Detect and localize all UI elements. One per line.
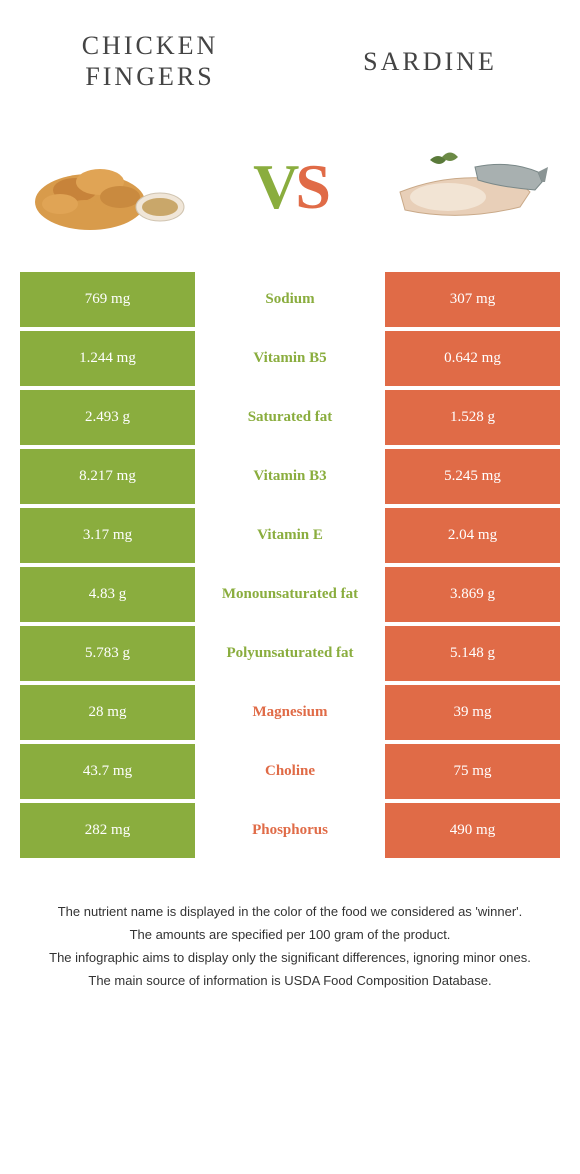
images-row: VS [0, 112, 580, 272]
nutrient-row: 769 mgSodium307 mg [20, 272, 560, 327]
left-value: 3.17 mg [20, 508, 195, 563]
right-food-image [380, 132, 550, 242]
nutrient-row: 4.83 gMonounsaturated fat3.869 g [20, 567, 560, 622]
footer-line-1: The nutrient name is displayed in the co… [30, 902, 550, 923]
nutrient-row: 5.783 gPolyunsaturated fat5.148 g [20, 626, 560, 681]
nutrient-row: 1.244 mgVitamin B50.642 mg [20, 331, 560, 386]
right-value: 490 mg [385, 803, 560, 858]
right-value: 307 mg [385, 272, 560, 327]
right-value: 39 mg [385, 685, 560, 740]
nutrient-row: 282 mgPhosphorus490 mg [20, 803, 560, 858]
header: CHICKEN FINGERS SARDINE [0, 0, 580, 112]
left-value: 28 mg [20, 685, 195, 740]
footer: The nutrient name is displayed in the co… [0, 862, 580, 991]
nutrient-table: 769 mgSodium307 mg1.244 mgVitamin B50.64… [20, 272, 560, 858]
right-value: 2.04 mg [385, 508, 560, 563]
nutrient-name: Monounsaturated fat [195, 567, 385, 622]
nutrient-name: Choline [195, 744, 385, 799]
left-value: 769 mg [20, 272, 195, 327]
nutrient-row: 43.7 mgCholine75 mg [20, 744, 560, 799]
nutrient-name: Vitamin B3 [195, 449, 385, 504]
right-value: 5.148 g [385, 626, 560, 681]
nutrient-row: 2.493 gSaturated fat1.528 g [20, 390, 560, 445]
vs-v: V [253, 151, 295, 222]
left-food-image [30, 132, 200, 242]
nutrient-name: Magnesium [195, 685, 385, 740]
right-food-title: SARDINE [330, 46, 530, 77]
right-value: 5.245 mg [385, 449, 560, 504]
left-value: 5.783 g [20, 626, 195, 681]
left-value: 4.83 g [20, 567, 195, 622]
left-value: 43.7 mg [20, 744, 195, 799]
left-value: 282 mg [20, 803, 195, 858]
nutrient-row: 28 mgMagnesium39 mg [20, 685, 560, 740]
nutrient-row: 3.17 mgVitamin E2.04 mg [20, 508, 560, 563]
left-value: 8.217 mg [20, 449, 195, 504]
nutrient-name: Polyunsaturated fat [195, 626, 385, 681]
nutrient-name: Vitamin B5 [195, 331, 385, 386]
vs-s: S [295, 151, 327, 222]
right-value: 1.528 g [385, 390, 560, 445]
nutrient-row: 8.217 mgVitamin B35.245 mg [20, 449, 560, 504]
left-food-title: CHICKEN FINGERS [50, 30, 250, 92]
right-value: 3.869 g [385, 567, 560, 622]
nutrient-name: Saturated fat [195, 390, 385, 445]
nutrient-name: Vitamin E [195, 508, 385, 563]
footer-line-3: The infographic aims to display only the… [30, 948, 550, 969]
left-value: 2.493 g [20, 390, 195, 445]
nutrient-name: Phosphorus [195, 803, 385, 858]
left-value: 1.244 mg [20, 331, 195, 386]
nutrient-name: Sodium [195, 272, 385, 327]
right-value: 75 mg [385, 744, 560, 799]
footer-line-4: The main source of information is USDA F… [30, 971, 550, 992]
footer-line-2: The amounts are specified per 100 gram o… [30, 925, 550, 946]
vs-label: VS [253, 150, 327, 224]
right-value: 0.642 mg [385, 331, 560, 386]
